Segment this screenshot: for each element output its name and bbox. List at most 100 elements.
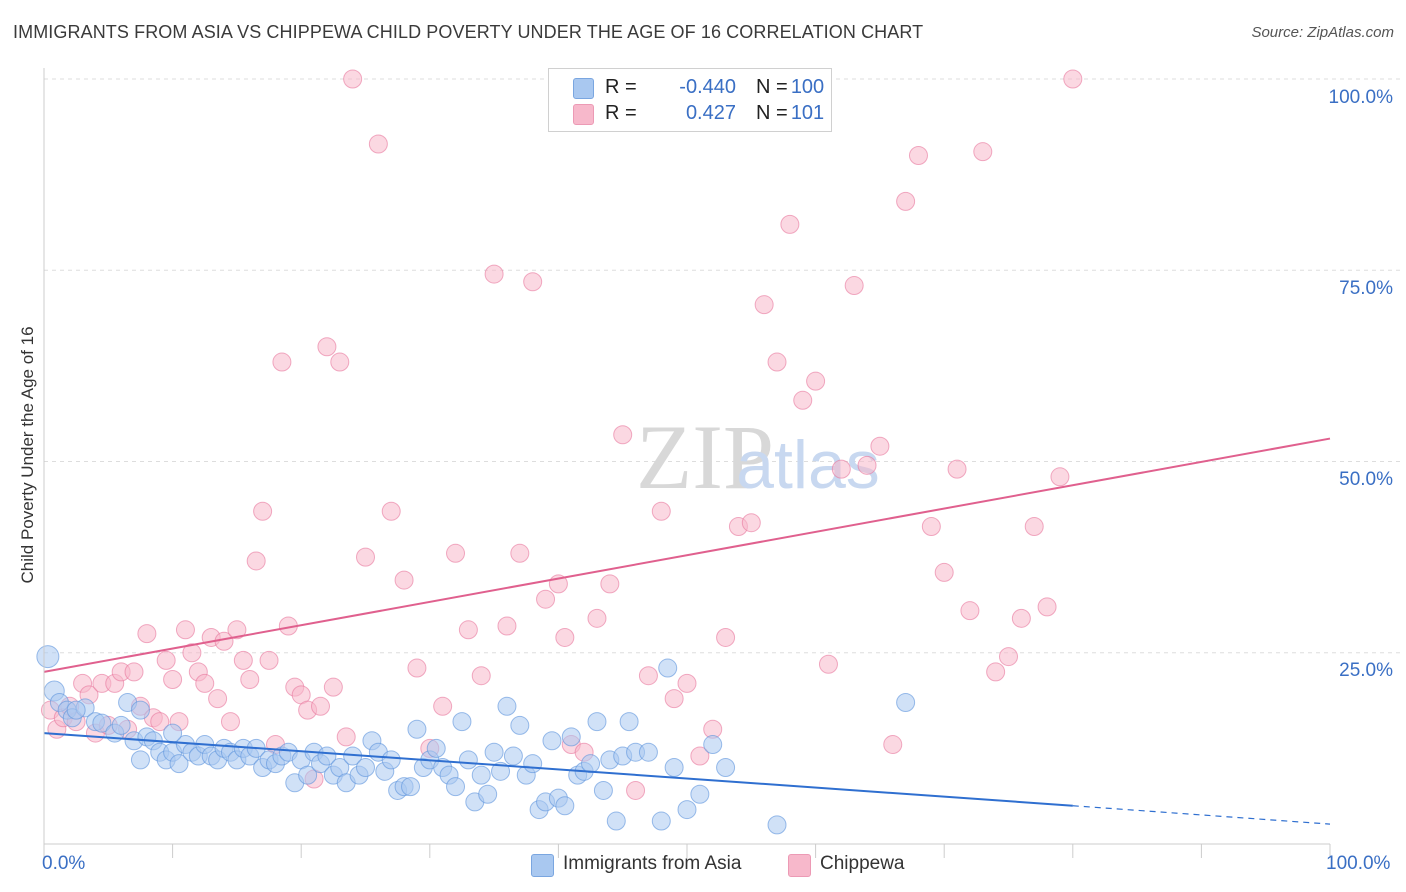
grid-lines bbox=[44, 78, 1400, 654]
asia-trend-line bbox=[43, 732, 1073, 807]
chippewa-point bbox=[934, 562, 954, 582]
asia-point bbox=[896, 692, 916, 712]
asia-point bbox=[703, 735, 723, 755]
asia-point bbox=[317, 746, 337, 766]
asia-point bbox=[471, 765, 491, 785]
chippewa-point bbox=[677, 673, 697, 693]
chippewa-point bbox=[240, 670, 260, 690]
chart-title: IMMIGRANTS FROM ASIA VS CHIPPEWA CHILD P… bbox=[13, 22, 924, 42]
chippewa-point bbox=[368, 134, 388, 154]
chippewa-point bbox=[844, 276, 864, 296]
asia-point bbox=[92, 713, 112, 733]
asia-point bbox=[510, 715, 530, 735]
chippewa-point bbox=[523, 272, 543, 292]
chippewa-point bbox=[1024, 517, 1044, 537]
chippewa-point bbox=[227, 620, 247, 640]
chippewa-point bbox=[356, 547, 375, 567]
asia-swatch bbox=[573, 78, 594, 99]
asia-point bbox=[484, 742, 504, 762]
chippewa-point bbox=[175, 620, 195, 640]
chippewa-point bbox=[831, 459, 851, 479]
chippewa-point bbox=[999, 647, 1018, 667]
chippewa-point bbox=[272, 352, 292, 372]
asia-point bbox=[503, 746, 523, 766]
n-label: N = bbox=[756, 76, 788, 98]
trend-lines bbox=[43, 437, 1331, 825]
chippewa-point bbox=[613, 425, 633, 445]
asia-point bbox=[478, 784, 498, 804]
chippewa-point bbox=[587, 608, 607, 628]
asia-point bbox=[593, 780, 613, 800]
chippewa-point bbox=[600, 574, 620, 594]
x-tick-max: 100.0% bbox=[1326, 853, 1391, 874]
r-value: 0.427 bbox=[685, 102, 736, 124]
asia-point bbox=[497, 696, 517, 716]
asia-trend-extension bbox=[1072, 805, 1331, 825]
axes bbox=[43, 68, 1331, 858]
chippewa-point bbox=[253, 501, 273, 521]
chippewa-point bbox=[137, 624, 157, 644]
chippewa-point bbox=[124, 662, 144, 682]
chippewa-point bbox=[986, 662, 1006, 682]
asia-point bbox=[491, 761, 511, 781]
chippewa-point bbox=[870, 436, 890, 456]
chippewa-point bbox=[857, 455, 877, 475]
chippewa-point bbox=[1037, 597, 1057, 617]
asia-point bbox=[401, 777, 421, 797]
chippewa-point bbox=[973, 142, 993, 162]
asia-point bbox=[458, 750, 478, 770]
asia-point bbox=[452, 712, 472, 732]
chippewa-point bbox=[536, 589, 556, 609]
r-label: R = bbox=[605, 102, 637, 124]
chippewa-point bbox=[510, 543, 530, 563]
asia-point bbox=[446, 777, 466, 797]
y-tick-100: 100.0% bbox=[1328, 87, 1393, 108]
chippewa-point bbox=[381, 501, 401, 521]
chippewa-point bbox=[754, 295, 774, 315]
chippewa-point bbox=[767, 352, 787, 372]
asia-point bbox=[130, 750, 150, 770]
watermark-atlas: atlas bbox=[736, 427, 880, 503]
asia-point bbox=[658, 658, 678, 678]
asia-point bbox=[542, 731, 562, 751]
chippewa-point bbox=[156, 650, 176, 670]
asia-swatch bbox=[531, 854, 554, 877]
chippewa-point bbox=[484, 264, 504, 284]
r-value: -0.440 bbox=[679, 76, 736, 98]
chippewa-swatch bbox=[573, 104, 594, 125]
asia-point bbox=[36, 645, 60, 669]
chippewa-point bbox=[716, 627, 736, 647]
asia-point bbox=[356, 758, 375, 777]
chippewa-point bbox=[818, 654, 838, 674]
y-tick-25: 25.0% bbox=[1339, 660, 1393, 681]
asia-point bbox=[163, 723, 183, 743]
chippewa-point bbox=[336, 727, 356, 747]
chippewa-point bbox=[896, 191, 916, 211]
source-label: Source: ZipAtlas.com bbox=[1251, 24, 1394, 41]
asia-point bbox=[111, 715, 131, 735]
chippewa-point bbox=[208, 689, 228, 709]
asia-point bbox=[716, 758, 736, 777]
chippewa-point bbox=[317, 337, 337, 357]
chippewa-point bbox=[246, 551, 266, 571]
chippewa-point bbox=[233, 650, 253, 670]
chippewa-point bbox=[407, 658, 427, 678]
asia-point bbox=[169, 754, 189, 774]
chippewa-point bbox=[651, 501, 671, 521]
asia-point bbox=[638, 742, 658, 762]
asia-point bbox=[664, 758, 684, 777]
chippewa-point bbox=[908, 146, 928, 165]
asia-point bbox=[587, 712, 607, 732]
asia-point bbox=[690, 784, 710, 804]
asia-point bbox=[651, 811, 671, 831]
asia-point bbox=[407, 719, 427, 739]
asia-point bbox=[561, 727, 581, 747]
chippewa-point bbox=[960, 601, 980, 621]
asia-point bbox=[677, 800, 697, 820]
chippewa-swatch bbox=[788, 854, 811, 877]
chippewa-point bbox=[1011, 608, 1031, 628]
stats-legend: R = -0.440 N = 100 R = 0.427 N = 101 bbox=[548, 68, 832, 132]
chippewa-point bbox=[323, 677, 343, 697]
chippewa-point bbox=[433, 696, 453, 716]
chippewa-point bbox=[741, 513, 761, 533]
